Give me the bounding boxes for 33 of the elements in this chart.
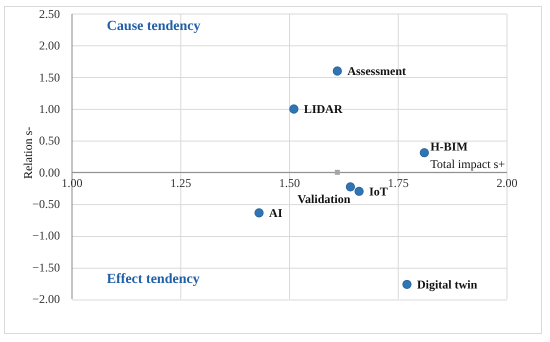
point [354, 186, 364, 196]
data-label: LIDAR [304, 102, 343, 116]
x-tick-label: 1.50 [279, 176, 300, 190]
x-tick-label: 2.00 [496, 176, 518, 190]
point [420, 148, 429, 158]
y-axis-title: Relation s- [21, 126, 35, 180]
x-axis-title: Total impact s+ [430, 156, 506, 171]
point [402, 280, 412, 290]
point [254, 208, 264, 218]
x-tick-label: 1.25 [170, 176, 192, 190]
y-tick-label: −1.50 [32, 260, 60, 274]
y-tick-label: 0.50 [39, 134, 60, 148]
point [334, 170, 340, 175]
y-tick-label: 2.50 [39, 7, 60, 21]
y-tick-label: −0.50 [32, 197, 60, 211]
data-label: Assessment [347, 64, 406, 78]
x-tick-label: 1.75 [388, 176, 409, 190]
annotation: Effect tendency [106, 272, 200, 287]
data-label: Digital twin [416, 277, 478, 292]
y-tick-label: −2.00 [32, 292, 60, 306]
y-tick-label: −1.00 [32, 228, 60, 243]
point [346, 182, 355, 192]
annotation: Cause tendency [106, 18, 201, 34]
point [289, 104, 298, 114]
data-label: Validation [297, 192, 351, 206]
y-tick-label: 1.00 [39, 102, 60, 116]
data-label: IoT [369, 184, 388, 198]
point [332, 66, 342, 76]
y-tick-label: 0.00 [39, 165, 60, 180]
data-label: AI [269, 206, 283, 220]
y-tick-label: 2.00 [39, 38, 60, 53]
data-label: H-BIM [430, 140, 468, 154]
y-tick-label: 1.50 [39, 70, 60, 84]
